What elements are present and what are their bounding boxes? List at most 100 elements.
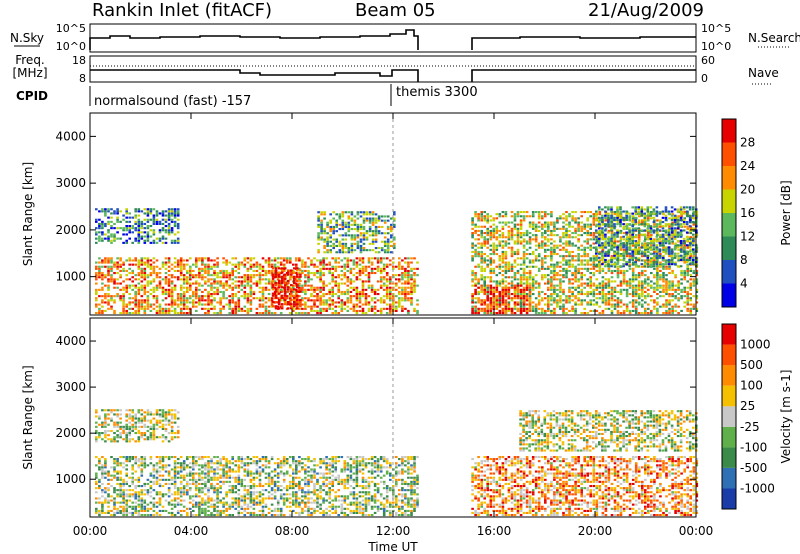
data-cell: [264, 259, 268, 262]
data-cell: [195, 297, 198, 300]
data-cell: [631, 223, 635, 226]
data-cell: [307, 299, 310, 302]
data-cell: [347, 217, 351, 220]
data-cell: [296, 273, 299, 276]
data-cell: [313, 305, 316, 308]
data-cell: [325, 284, 328, 287]
data-cell: [550, 242, 553, 245]
data-cell: [343, 257, 347, 260]
data-cell: [644, 295, 647, 298]
data-cell: [370, 286, 374, 289]
data-cell: [186, 282, 189, 285]
data-cell: [404, 269, 407, 272]
data-cell: [580, 293, 583, 296]
data-cell: [668, 238, 671, 241]
data-cell: [365, 238, 369, 241]
data-cell: [317, 234, 320, 237]
data-cell: [559, 299, 562, 302]
freq-tick-high-left: 18: [72, 54, 86, 67]
data-cell: [189, 257, 192, 260]
data-cell: [655, 214, 659, 217]
data-cell: [513, 259, 517, 262]
data-cell: [290, 271, 293, 274]
data-cell: [225, 272, 228, 275]
data-cell: [622, 235, 625, 238]
data-cell: [641, 242, 644, 245]
data-cell: [553, 286, 556, 289]
data-cell: [513, 286, 517, 289]
data-cell: [374, 225, 378, 228]
data-cell: [192, 263, 195, 266]
data-cell: [252, 269, 256, 272]
data-cell: [337, 295, 340, 298]
data-cell: [289, 261, 292, 264]
data-cell: [167, 210, 171, 213]
data-cell: [662, 288, 665, 291]
data-cell: [634, 295, 638, 298]
data-cell: [276, 288, 280, 291]
data-cell: [210, 295, 213, 298]
data-cell: [541, 297, 544, 300]
data-cell: [686, 263, 689, 266]
data-cell: [113, 295, 116, 298]
data-cell: [299, 279, 302, 282]
data-cell: [344, 242, 348, 245]
data-cell: [510, 263, 514, 266]
data-cell: [559, 295, 562, 298]
data-cell: [692, 269, 696, 272]
data-cell: [319, 263, 322, 266]
data-cell: [125, 208, 128, 211]
data-cell: [504, 253, 508, 256]
data-cell: [652, 240, 656, 243]
data-cell: [589, 309, 592, 312]
data-cell: [377, 230, 381, 233]
data-cell: [134, 305, 137, 308]
data-cell: [637, 236, 641, 239]
data-cell: [182, 263, 186, 266]
data-cell: [622, 274, 626, 277]
data-cell: [565, 255, 568, 258]
data-cell: [340, 278, 344, 281]
data-cell: [182, 299, 186, 302]
data-cell: [364, 274, 368, 277]
data-cell: [161, 229, 165, 232]
data-cell: [616, 269, 620, 272]
data-cell: [665, 265, 668, 268]
data-cell: [137, 208, 141, 211]
freq-panel: 18 8 60 0: [72, 54, 715, 85]
data-cell: [658, 242, 662, 245]
data-cell: [637, 250, 640, 253]
data-cell: [179, 274, 183, 277]
data-cell: [677, 284, 680, 287]
data-cell: [613, 216, 616, 219]
data-cell: [650, 295, 653, 298]
data-cell: [341, 211, 345, 214]
data-cell: [167, 288, 171, 291]
data-cell: [634, 234, 638, 237]
data-cell: [243, 293, 247, 296]
data-cell: [480, 288, 483, 291]
data-cell: [161, 218, 165, 221]
data-cell: [471, 274, 474, 277]
data-cell: [143, 299, 147, 302]
data-cell: [353, 223, 357, 226]
data-cell: [201, 276, 204, 279]
data-cell: [610, 261, 613, 264]
data-cell: [386, 240, 390, 243]
data-cell: [359, 247, 363, 250]
data-cell: [358, 267, 362, 270]
data-cell: [335, 213, 338, 216]
data-cell: [104, 274, 107, 277]
data-cell: [337, 261, 340, 264]
data-cell: [167, 303, 171, 306]
data-cell: [353, 215, 357, 218]
data-cell: [486, 305, 489, 308]
data-cell: [383, 240, 387, 243]
data-cell: [492, 299, 496, 302]
data-cell: [116, 286, 119, 289]
data-cell: [516, 278, 520, 281]
data-cell: [195, 259, 198, 262]
data-cell: [507, 232, 511, 235]
data-cell: [413, 272, 416, 275]
data-cell: [607, 284, 611, 287]
